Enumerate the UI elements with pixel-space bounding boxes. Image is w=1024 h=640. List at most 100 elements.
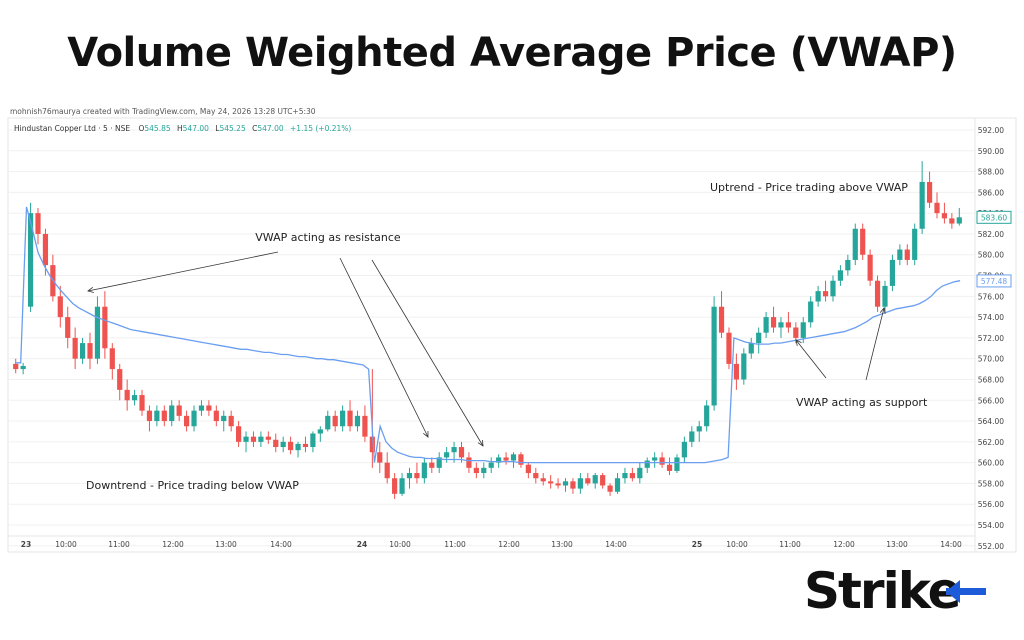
y-tick-label: 562.00 (978, 438, 1004, 447)
candle (607, 483, 613, 496)
close-value: 547.00 (257, 124, 283, 133)
candle (488, 457, 494, 474)
high-value: 547.00 (183, 124, 209, 133)
candle (570, 478, 576, 494)
candle (830, 275, 836, 302)
candle (941, 202, 948, 224)
candle (406, 467, 413, 489)
candle (622, 467, 628, 484)
candle (525, 462, 531, 479)
low-value: 545.25 (219, 124, 245, 133)
price-label: 583.60 (976, 210, 1012, 224)
candle (384, 452, 390, 484)
candle (362, 405, 368, 442)
candle (629, 467, 635, 482)
candle (57, 285, 63, 328)
candle (897, 244, 903, 266)
candle (124, 379, 130, 411)
logo-text: Strike (804, 562, 960, 620)
y-tick-label: 592.00 (978, 126, 1004, 135)
candle (815, 285, 821, 307)
candle (845, 254, 851, 276)
attribution-text: mohnish76maurya created with TradingView… (10, 107, 316, 116)
candle (288, 436, 294, 455)
candle (302, 436, 309, 453)
candle (577, 473, 583, 494)
candle (13, 358, 19, 374)
candle (265, 431, 271, 444)
strike-logo-svg: Strike (804, 562, 986, 620)
y-tick-label: 586.00 (978, 188, 1004, 197)
candle (377, 441, 383, 474)
candle (644, 457, 650, 474)
chart-frame (7, 117, 1017, 553)
candle (808, 296, 814, 328)
candle (183, 410, 190, 432)
grid-lines (8, 129, 975, 547)
candle (161, 405, 167, 427)
symbol-info: Hindustan Copper Ltd · 5 · NSE O545.85 H… (14, 124, 351, 133)
candle (176, 400, 182, 422)
candle (666, 457, 673, 476)
candle (659, 452, 665, 468)
candle (221, 410, 227, 432)
candle (518, 452, 524, 468)
candle (741, 348, 747, 385)
candle (146, 405, 153, 432)
y-tick-label: 560.00 (978, 459, 1004, 468)
y-tick-label: 588.00 (978, 168, 1004, 177)
price-label: 577.48 (976, 274, 1012, 288)
candle (198, 400, 205, 416)
candle (347, 400, 353, 432)
candle (860, 223, 866, 260)
candle (592, 473, 598, 489)
annotation-arrow (339, 257, 429, 438)
candle (934, 192, 940, 219)
candle (614, 473, 621, 494)
candle (354, 410, 361, 432)
y-tick-label: 590.00 (978, 147, 1004, 156)
annotation-support: VWAP acting as support (796, 396, 928, 409)
x-tick-label: 13:00 (886, 540, 908, 549)
x-tick-label: 12:00 (498, 540, 520, 549)
candle (540, 473, 546, 486)
candle (748, 337, 754, 359)
candle (94, 296, 101, 364)
candle (102, 291, 108, 359)
candle (681, 436, 687, 463)
candle (882, 280, 888, 312)
low-label: L (215, 124, 220, 133)
candle (35, 207, 41, 245)
annotation-arrow (865, 307, 886, 381)
candle (949, 213, 955, 229)
candle (689, 426, 695, 448)
x-tick-label: 10:00 (726, 540, 748, 549)
candle (889, 254, 896, 292)
candle (822, 280, 829, 302)
x-tick-label: 12:00 (162, 540, 184, 549)
high-label: H (177, 124, 183, 133)
candle (206, 400, 212, 416)
candle (548, 475, 554, 489)
x-tick-label: 10:00 (55, 540, 77, 549)
candle (466, 452, 472, 474)
candle (414, 462, 420, 484)
candle (585, 473, 591, 486)
symbol-name: Hindustan Copper Ltd · 5 · NSE (14, 124, 130, 133)
candle (20, 362, 26, 375)
candle (258, 431, 264, 448)
candle (79, 337, 86, 364)
y-tick-label: 566.00 (978, 396, 1004, 405)
candle (340, 405, 346, 432)
candle (169, 400, 175, 427)
y-tick-label: 556.00 (978, 500, 1004, 509)
candle (778, 317, 784, 338)
svg-text:577.48: 577.48 (981, 277, 1007, 286)
price-labels: 583.60 577.48 (976, 210, 1012, 288)
candle (674, 454, 680, 474)
x-tick-label: 11:00 (108, 540, 130, 549)
candle (213, 405, 219, 427)
candle (436, 452, 442, 474)
